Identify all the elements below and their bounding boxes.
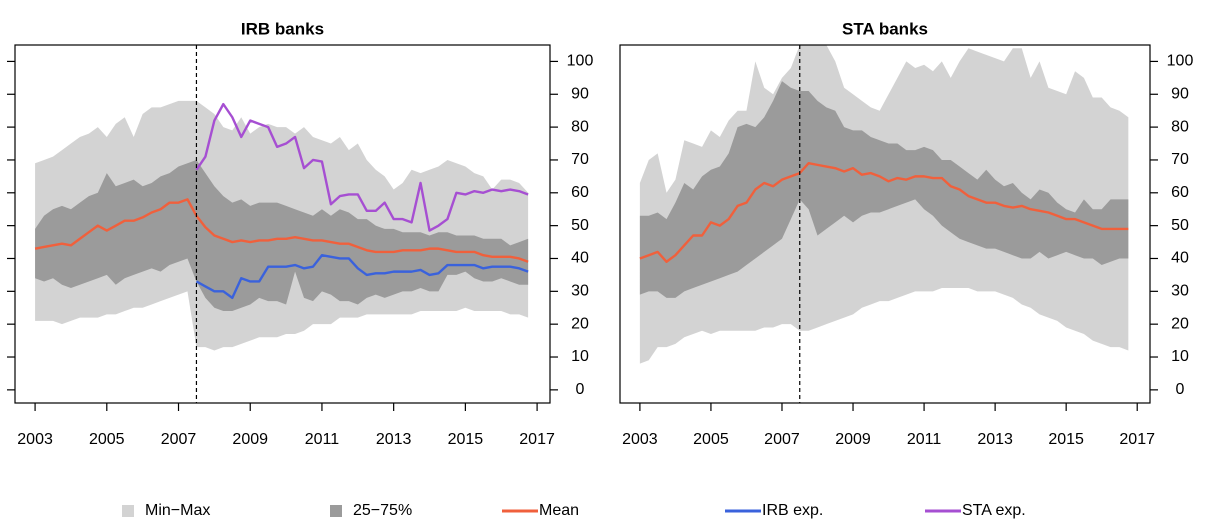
x-tick-label: 2011 <box>305 431 340 448</box>
line <box>34 198 529 263</box>
x-tick-label: 2009 <box>232 431 268 448</box>
x-tick-label: 2005 <box>89 431 125 448</box>
legend-label: 25−75% <box>353 502 412 519</box>
plot-area <box>639 45 1129 364</box>
y-tick-label: 60 <box>1171 184 1189 201</box>
y-tick-label: 90 <box>1171 85 1189 102</box>
legend-label: Min−Max <box>145 502 210 519</box>
band <box>35 159 529 312</box>
y-tick-label: 50 <box>571 217 589 234</box>
y-tick-label: 30 <box>1171 283 1189 300</box>
x-tick-label: 2017 <box>1119 431 1155 448</box>
line <box>195 254 529 300</box>
chart-title: IRB banks <box>241 19 324 38</box>
legend-label: IRB exp. <box>762 502 823 519</box>
y-tick-label: 100 <box>567 53 594 70</box>
y-tick-label: 100 <box>1167 53 1194 70</box>
y-tick-label: 60 <box>571 184 589 201</box>
y-tick-label: 30 <box>571 283 589 300</box>
y-tick-label: 0 <box>1176 381 1185 398</box>
x-tick-label: 2009 <box>835 431 871 448</box>
band <box>639 81 1129 298</box>
line <box>195 102 529 232</box>
legend-swatch <box>122 505 134 517</box>
x-tick-label: 2017 <box>519 431 555 448</box>
x-tick-label: 2003 <box>17 431 53 448</box>
legend-label: Mean <box>539 502 579 519</box>
plot-area <box>34 100 529 351</box>
line <box>639 162 1129 263</box>
y-tick-label: 20 <box>571 315 589 332</box>
y-tick-label: 20 <box>1171 315 1189 332</box>
y-tick-label: 10 <box>1171 348 1189 365</box>
legend-swatch <box>330 505 342 517</box>
plot-frame <box>619 44 1151 404</box>
y-tick-label: 90 <box>571 85 589 102</box>
y-tick-label: 40 <box>1171 250 1189 267</box>
y-tick-label: 10 <box>571 348 589 365</box>
y-tick-label: 0 <box>576 381 585 398</box>
y-tick-label: 80 <box>571 118 589 135</box>
chart-title: STA banks <box>842 19 928 38</box>
y-tick-label: 80 <box>1171 118 1189 135</box>
y-tick-label: 70 <box>1171 151 1189 168</box>
x-tick-label: 2015 <box>448 431 484 448</box>
x-tick-label: 2011 <box>907 431 942 448</box>
x-tick-label: 2005 <box>693 431 729 448</box>
plot-frame <box>14 44 551 404</box>
y-tick-label: 50 <box>1171 217 1189 234</box>
x-tick-label: 2007 <box>764 431 800 448</box>
x-tick-label: 2013 <box>977 431 1013 448</box>
legend-label: STA exp. <box>962 502 1026 519</box>
x-tick-label: 2003 <box>622 431 658 448</box>
x-tick-label: 2007 <box>161 431 197 448</box>
y-tick-label: 40 <box>571 250 589 267</box>
x-tick-label: 2015 <box>1048 431 1084 448</box>
y-tick-label: 70 <box>571 151 589 168</box>
x-tick-label: 2013 <box>376 431 412 448</box>
